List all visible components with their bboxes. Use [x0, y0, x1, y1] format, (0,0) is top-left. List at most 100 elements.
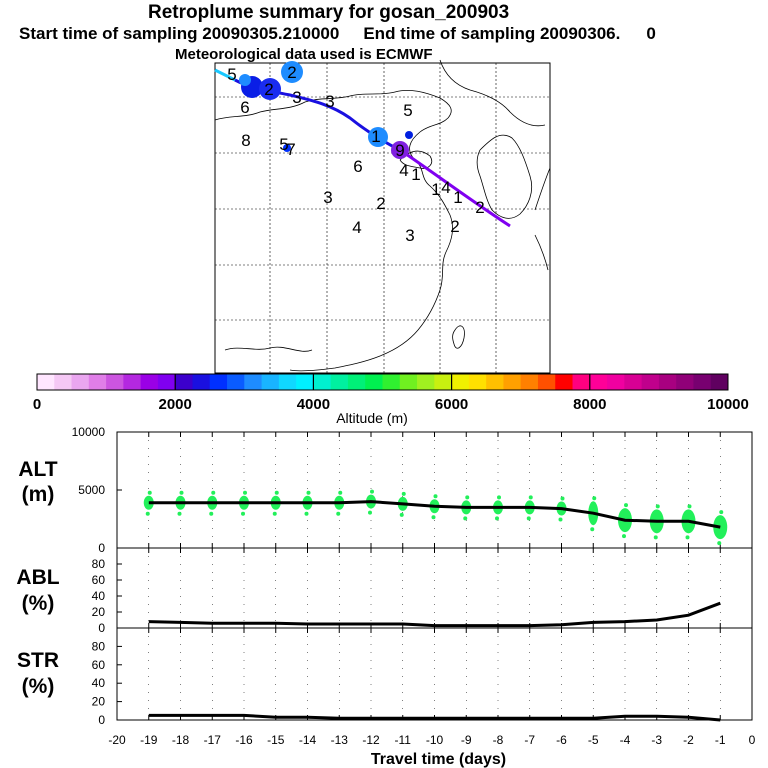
end-time-tail: 0	[646, 24, 656, 43]
trajectory-day-label: 5	[279, 135, 288, 154]
y-tick-label: 0	[98, 713, 105, 727]
alt-scatter-point	[624, 503, 628, 508]
x-tick-label: 0	[749, 733, 756, 747]
colorbar-swatch	[330, 374, 349, 390]
alt-scatter-point	[179, 490, 184, 495]
alt-scatter-point	[399, 512, 404, 517]
y-tick-label: 20	[92, 695, 106, 709]
colorbar-swatch	[347, 374, 366, 390]
trajectory-day-label: 5	[403, 101, 412, 120]
colorbar-swatch	[313, 374, 332, 390]
trajectory-day-label: 1	[431, 180, 440, 199]
start-time: Start time of sampling 20090305.210000	[19, 24, 340, 43]
y-tick-label: 0	[98, 621, 105, 635]
alt-scatter-point	[465, 495, 470, 500]
panel-ylabel: STR	[17, 649, 59, 672]
x-tick-label: -17	[204, 733, 222, 747]
trajectory-dot	[405, 131, 413, 139]
panel-ylabel: ALT	[18, 458, 57, 481]
trajectory-dot	[239, 74, 251, 86]
coastline-bohai	[399, 150, 433, 169]
colorbar-swatch	[382, 374, 401, 390]
coastline-taiwan	[452, 325, 465, 349]
colorbar-swatch	[537, 374, 556, 390]
x-tick-label: -3	[651, 733, 662, 747]
colorbar-tick-label: 0	[33, 396, 41, 413]
colorbar-swatch	[503, 374, 522, 390]
trajectory-day-label: 6	[353, 157, 362, 176]
colorbar-tick-label: 4000	[297, 396, 330, 413]
alt-scatter-point	[431, 515, 436, 520]
x-tick-label: -11	[395, 733, 412, 747]
colorbar-swatch	[209, 374, 228, 390]
colorbar-swatch	[54, 374, 73, 390]
colorbar-swatch	[296, 374, 314, 390]
alt-scatter-point	[717, 541, 722, 546]
colorbar-swatch	[106, 374, 124, 390]
median-line	[148, 601, 721, 628]
colorbar-swatch	[658, 374, 677, 390]
x-tick-label: -20	[108, 733, 126, 747]
y-tick-label: 80	[92, 639, 106, 653]
trajectory-day-label: 5	[227, 65, 236, 84]
trajectory-day-label: 1	[371, 127, 380, 146]
alt-scatter-point	[304, 511, 309, 516]
colorbar-swatch	[365, 374, 383, 390]
alt-scatter-point	[368, 510, 372, 515]
alt-scatter-point	[338, 490, 343, 495]
alt-scatter-point	[495, 516, 499, 521]
y-tick-label: 10000	[72, 425, 106, 439]
panel-abl: 80 60 40 20 0 ABL (%)	[16, 547, 753, 635]
colorbar-swatch	[88, 374, 107, 390]
x-tick-label: -1	[715, 733, 726, 747]
trajectory-day-label: 3	[292, 88, 301, 107]
alt-scatter-point	[336, 511, 341, 516]
trajectory-segment-low	[399, 148, 511, 228]
colorbar-swatch	[175, 374, 193, 390]
colorbar-swatch	[434, 374, 453, 390]
colorbar-swatch	[71, 374, 90, 390]
y-tick-label: 60	[92, 658, 106, 672]
colorbar-swatch	[572, 374, 591, 390]
trajectory-day-label: 4	[441, 178, 450, 197]
colorbar-swatch	[676, 374, 694, 390]
alt-scatter-point	[592, 496, 597, 501]
alt-scatter-point	[685, 535, 690, 540]
colorbar-swatch	[624, 374, 643, 390]
trajectory-day-label: 2	[264, 80, 273, 99]
panel-ylabel-unit: (m)	[22, 483, 55, 506]
trajectory-day-label: 4	[352, 218, 361, 237]
alt-scatter-point	[274, 490, 279, 495]
x-axis-label: Travel time (days)	[371, 751, 506, 768]
x-tick-label: -10	[426, 733, 444, 747]
meteo-info: Meteorological data used is ECMWF	[175, 46, 433, 63]
x-tick-label: -2	[683, 733, 694, 747]
end-time: End time of sampling 20090306.	[363, 24, 621, 43]
alt-scatter-point	[433, 494, 438, 499]
colorbar-swatch	[417, 374, 435, 390]
trajectory-day-label: 7	[286, 140, 295, 159]
colorbar-swatch	[261, 374, 280, 390]
alt-scatter-point	[719, 510, 724, 515]
median-line	[148, 500, 721, 529]
colorbar-swatch	[123, 374, 142, 390]
y-tick-label: 80	[92, 557, 106, 571]
trajectory-day-label: 8	[241, 131, 250, 150]
x-tick-label: -8	[493, 733, 504, 747]
y-tick-label: 20	[92, 605, 106, 619]
colorbar-swatch	[641, 374, 660, 390]
alt-scatter-point	[622, 534, 626, 539]
alt-scatter-point	[590, 527, 595, 532]
colorbar-swatch	[589, 374, 608, 390]
x-tick-label: -7	[524, 733, 535, 747]
alt-scatter-point	[145, 511, 150, 516]
panel-ylabel-unit: (%)	[22, 592, 55, 615]
alt-scatter-point	[209, 511, 214, 516]
trajectory-segment-high	[214, 68, 236, 82]
colorbar-swatch	[227, 374, 245, 390]
trajectory-day-label: 2	[287, 63, 296, 82]
trajectory-day-label: 2	[376, 194, 385, 213]
panel-frame	[116, 627, 753, 721]
alt-scatter-point	[560, 496, 565, 501]
